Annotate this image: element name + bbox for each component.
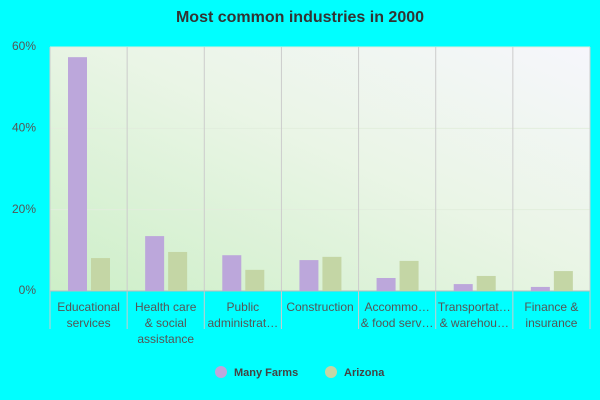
x-tick-label: & food serv… [361,316,434,330]
bar [399,260,419,291]
bar [322,256,342,291]
plot-area [50,47,590,291]
x-tick-label: & social [145,316,187,330]
bar [299,260,319,291]
x-tick-label: & warehou… [440,316,509,330]
x-tick-label: Transportat… [438,300,511,314]
x-tick-label: assistance [137,332,194,346]
x-tick-label: Educational [57,300,120,314]
y-tick-label: 20% [12,202,36,216]
x-tick-label: administrat… [208,316,279,330]
bar [68,57,87,291]
chart-title: Most common industries in 2000 [176,9,424,26]
bar [376,277,396,291]
legend-label: Many Farms [234,367,298,379]
x-tick-label: services [67,316,111,330]
y-tick-label: 40% [12,121,36,135]
bar [553,271,573,291]
x-tick-label: insurance [525,316,577,330]
x-tick-label: Accommo… [364,300,429,314]
x-tick-label: Health care [135,300,197,314]
x-tick-label: Public [227,300,260,314]
bar [530,286,550,291]
legend-swatch [325,366,337,378]
bar [145,236,165,291]
x-tick-label: Finance & [524,300,578,314]
legend-swatch [215,366,227,378]
legend-label: Arizona [344,367,385,379]
y-tick-label: 60% [12,39,36,53]
bar [453,284,473,291]
bar [91,258,110,291]
y-tick-label: 0% [19,283,37,297]
bar [222,255,242,291]
bar [476,275,496,291]
bar [168,251,188,291]
bar [245,269,265,291]
x-tick-label: Construction [286,300,353,314]
